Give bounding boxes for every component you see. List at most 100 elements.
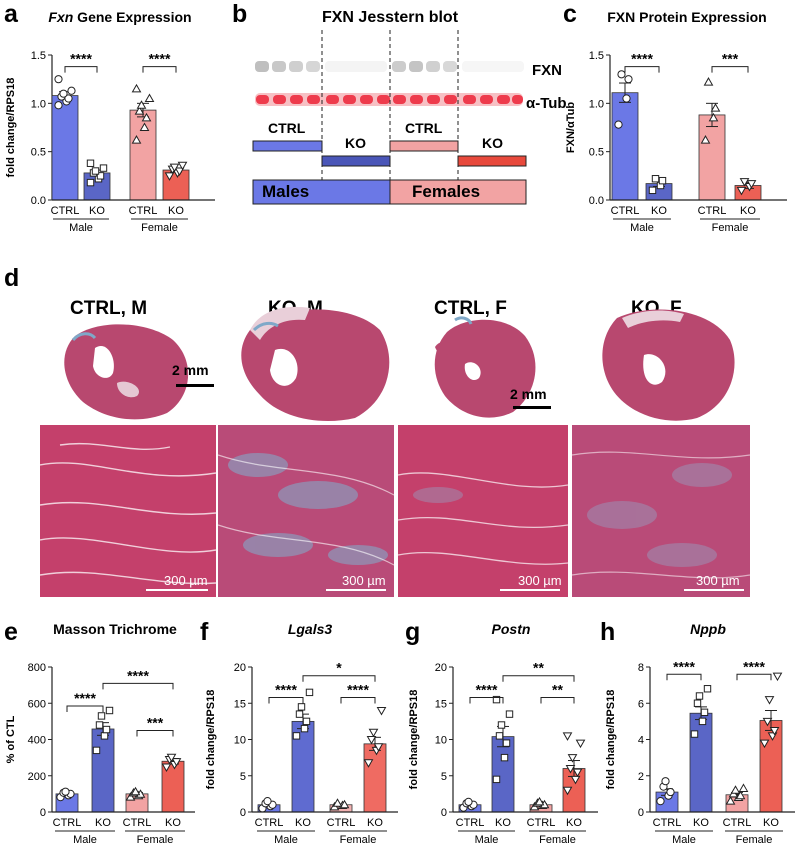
data-point [570,775,581,785]
x-tick-label: KO [367,817,383,829]
data-point [651,175,660,183]
data-point [169,163,180,173]
significance-stars: *** [722,51,739,67]
data-point [534,796,545,806]
data-point [177,161,188,171]
bar-ctrl-0 [51,95,79,201]
significance-stars: **** [275,681,297,697]
x-tick-label: KO [295,817,311,829]
data-point [376,707,387,716]
data-point [762,717,773,727]
chart-title-italic: Nppb [690,621,726,637]
significance-stars: *** [147,714,164,730]
x-tick-label: CTRL [53,817,82,829]
y-tick-label: 5 [240,771,246,783]
group-label: Male [672,834,696,846]
chart-title-rest: Gene Expression [73,9,191,25]
y-tick-label: 0 [240,807,246,819]
chart-title-italic: Postn [492,621,531,637]
y-tick-label: 20 [435,662,447,674]
chart-title: Lgals3 [288,621,333,637]
blot-title: FXN Jesstern blot [321,9,459,26]
y-tick-label: 0.5 [589,147,604,159]
x-tick-label: CTRL [527,817,556,829]
chart-title: FXN Protein Expression [607,9,766,25]
data-point [92,746,101,755]
y-tick-label: 6 [638,698,644,710]
data-point [99,164,108,172]
data-point [144,93,155,102]
significance-bracket [302,675,376,682]
data-point [575,739,586,749]
data-point [700,135,711,144]
group-label: Female [712,222,749,234]
data-point [263,797,272,806]
y-tick-label: 0 [638,807,644,819]
x-tick-label: KO [651,205,667,217]
y-tick-label: 5 [441,771,447,783]
data-point [617,70,626,79]
group-label: Female [137,834,174,846]
data-point [95,721,104,729]
significance-bracket [540,696,575,704]
data-point [368,728,379,738]
significance-bracket [502,675,575,682]
x-tick-label: CTRL [129,205,158,217]
chart-title: Fxn Gene Expression [48,9,191,25]
significance-bracket [66,705,104,712]
chart-masson-trichrome: Masson Trichrome 0 200 400 600 800 % of CTL CTR… [5,621,195,846]
chart-title: Nppb [690,621,726,637]
y-tick-label: 1.5 [589,50,604,62]
y-axis-label: fold change/RPS18 [5,78,17,178]
heart-section-ctrl-f [434,316,536,418]
chart-title: Postn [492,621,531,637]
group-label: Female [539,834,576,846]
significance-bracket [136,729,174,737]
data-point [565,765,576,774]
data-point [136,100,147,109]
y-tick-label: 0 [40,807,46,819]
data-point [698,717,707,726]
data-point [164,172,175,181]
data-point [614,120,623,129]
group-label-ctrl-female: CTRL [405,120,443,136]
significance-bracket [102,682,174,690]
data-point [769,726,780,736]
group-label-ctrl-male: CTRL [268,120,306,136]
x-tick-label: KO [89,205,105,217]
group-label: Female [736,834,773,846]
scale-bar-mm-left [176,384,214,387]
chart-fxn-protein-expression: FXN Protein Expression 0.0 0.5 1.0 1.5 FXN/αT… [565,9,787,234]
y-tick-label: 8 [638,662,644,674]
data-point [656,797,665,806]
data-point [105,706,114,715]
data-point [139,122,150,131]
histo-title-ctrl-f: CTRL, F [434,298,507,319]
x-tick-label: KO [165,817,181,829]
y-tick-label: 800 [28,662,46,674]
panel-label-c: c [563,0,577,28]
data-point [59,89,68,98]
data-point [464,797,473,806]
data-point [567,754,578,763]
data-point [710,103,721,112]
scale-label-um-1: 300 µm [164,573,208,588]
significance-stars: **** [149,51,171,67]
significance-stars: **** [631,51,653,67]
y-tick-label: 1.0 [31,98,46,110]
bar-ko-1 [491,736,515,813]
panel-label-h: h [600,618,616,646]
significance-stars: **** [743,658,765,674]
significance-stars: **** [476,681,498,697]
data-point [505,710,514,718]
data-point [495,732,504,740]
data-point [295,710,304,718]
micrograph-ko-m [218,425,394,597]
data-point [297,703,306,711]
data-point [373,743,384,752]
data-point [166,753,177,763]
x-tick-label: CTRL [123,817,152,829]
y-axis-label: fold change/RPS18 [605,690,617,790]
y-tick-label: 0.0 [589,195,604,207]
significance-stars: * [336,660,342,676]
